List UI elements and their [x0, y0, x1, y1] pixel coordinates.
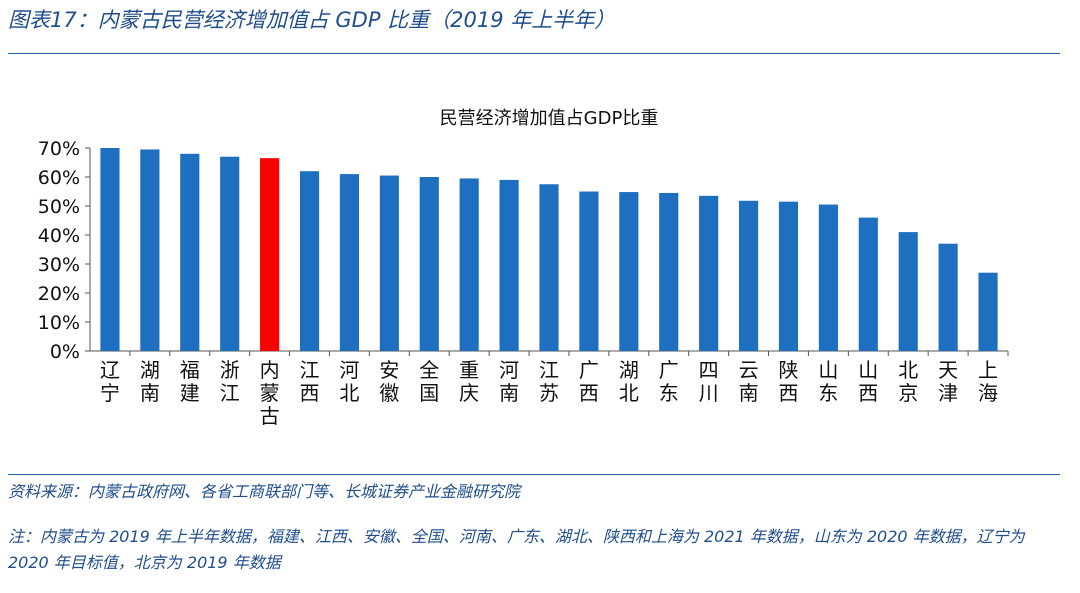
category-label: 北京	[898, 358, 918, 405]
bar-21	[938, 243, 958, 351]
category-label: 安徽	[379, 358, 399, 405]
category-label: 四川	[699, 358, 719, 405]
bar-8	[419, 177, 439, 351]
bar-13	[619, 192, 639, 351]
category-label: 河北	[339, 358, 359, 405]
bar-4	[260, 158, 280, 351]
source-text: 资料来源：内蒙古政府网、各省工商联部门等、长城证券产业金融研究院	[8, 482, 521, 501]
category-label: 浙江	[220, 358, 240, 405]
category-label: 重庆	[459, 358, 479, 405]
y-tick-label: 60%	[38, 167, 80, 189]
bottom-divider	[8, 474, 1060, 475]
category-label: 江西	[300, 358, 320, 405]
bar-10	[499, 179, 519, 351]
category-label: 广西	[579, 358, 599, 405]
bar-19	[858, 217, 878, 351]
bar-5	[299, 171, 320, 351]
figure-title: 图表17：内蒙古民营经济增加值占 GDP 比重（2019 年上半年）	[8, 8, 616, 32]
bar-18	[818, 204, 838, 351]
category-label: 山东	[818, 358, 838, 405]
bar-6	[339, 174, 360, 351]
y-tick-label: 10%	[38, 312, 80, 334]
bar-0	[100, 148, 120, 351]
category-label: 湖南	[140, 358, 160, 405]
bar-3	[220, 156, 240, 351]
bar-2	[180, 153, 200, 351]
bar-20	[898, 232, 918, 351]
bar-15	[699, 195, 719, 351]
y-tick-label: 70%	[38, 138, 80, 160]
category-label: 天津	[938, 358, 958, 405]
category-label: 陕西	[778, 358, 798, 405]
bar-9	[459, 178, 479, 351]
category-label: 福建	[180, 358, 200, 405]
bar-22	[978, 272, 998, 351]
bar-12	[579, 191, 599, 351]
y-tick-label: 0%	[50, 341, 80, 363]
bar-chart: 民营经济增加值占GDP比重 0% 10% 20% 30% 40% 50% 60% 70% 辽宁湖南…	[38, 108, 1009, 428]
bar-7	[379, 175, 399, 351]
category-label: 广东	[659, 358, 679, 405]
chart-title: 民营经济增加值占GDP比重	[440, 108, 659, 129]
category-label: 云南	[739, 358, 759, 405]
category-label: 辽宁	[100, 358, 120, 405]
bar-14	[659, 192, 679, 351]
bar-17	[778, 201, 799, 351]
y-tick-label: 40%	[38, 225, 80, 247]
bar-1	[140, 149, 160, 351]
y-tick-label: 20%	[38, 283, 80, 305]
category-label: 内蒙古	[260, 358, 280, 428]
category-label: 河南	[499, 358, 519, 405]
top-divider	[8, 53, 1060, 54]
y-tick-label: 30%	[38, 254, 80, 276]
category-label: 湖北	[619, 358, 639, 405]
category-label: 山西	[858, 358, 878, 405]
y-tick-label: 50%	[38, 196, 80, 218]
category-label: 江苏	[539, 358, 559, 405]
bar-16	[738, 200, 759, 351]
category-label: 全国	[419, 358, 439, 405]
category-label: 上海	[978, 358, 998, 405]
bar-11	[539, 184, 559, 351]
note-text: 注：内蒙古为 2019 年上半年数据，福建、江西、安徽、全国、河南、广东、湖北、…	[8, 527, 1025, 572]
